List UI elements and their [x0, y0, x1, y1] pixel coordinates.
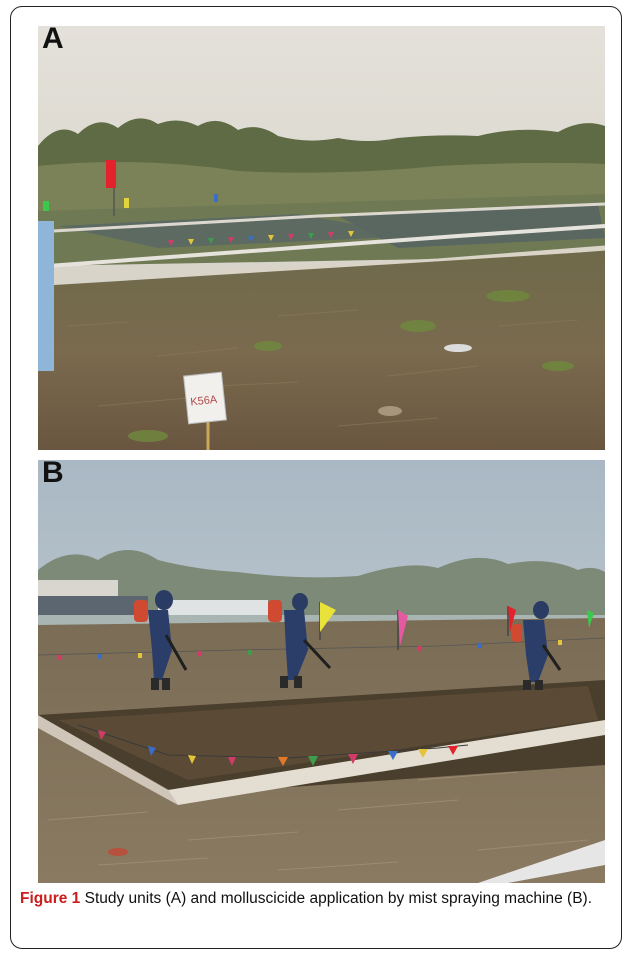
photo-panel-b: B: [38, 460, 605, 883]
figure-caption: Figure 1 Study units (A) and molluscicid…: [20, 888, 610, 909]
plot-sign-text: K56A: [190, 394, 219, 409]
photo-b: [38, 460, 605, 883]
figure-label: Figure 1: [20, 890, 81, 907]
photo-a: K56A: [38, 26, 605, 450]
caption-text: Study units (A) and molluscicide applica…: [80, 890, 593, 907]
photo-panel-a: K56A A: [38, 26, 605, 450]
panel-label-a: A: [42, 26, 64, 55]
panel-label-b: B: [42, 460, 64, 489]
